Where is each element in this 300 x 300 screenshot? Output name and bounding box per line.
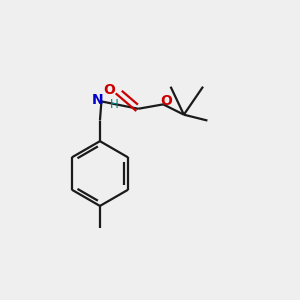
Text: H: H xyxy=(110,98,118,111)
Text: O: O xyxy=(160,94,172,108)
Text: N: N xyxy=(92,93,104,107)
Text: O: O xyxy=(103,82,115,97)
